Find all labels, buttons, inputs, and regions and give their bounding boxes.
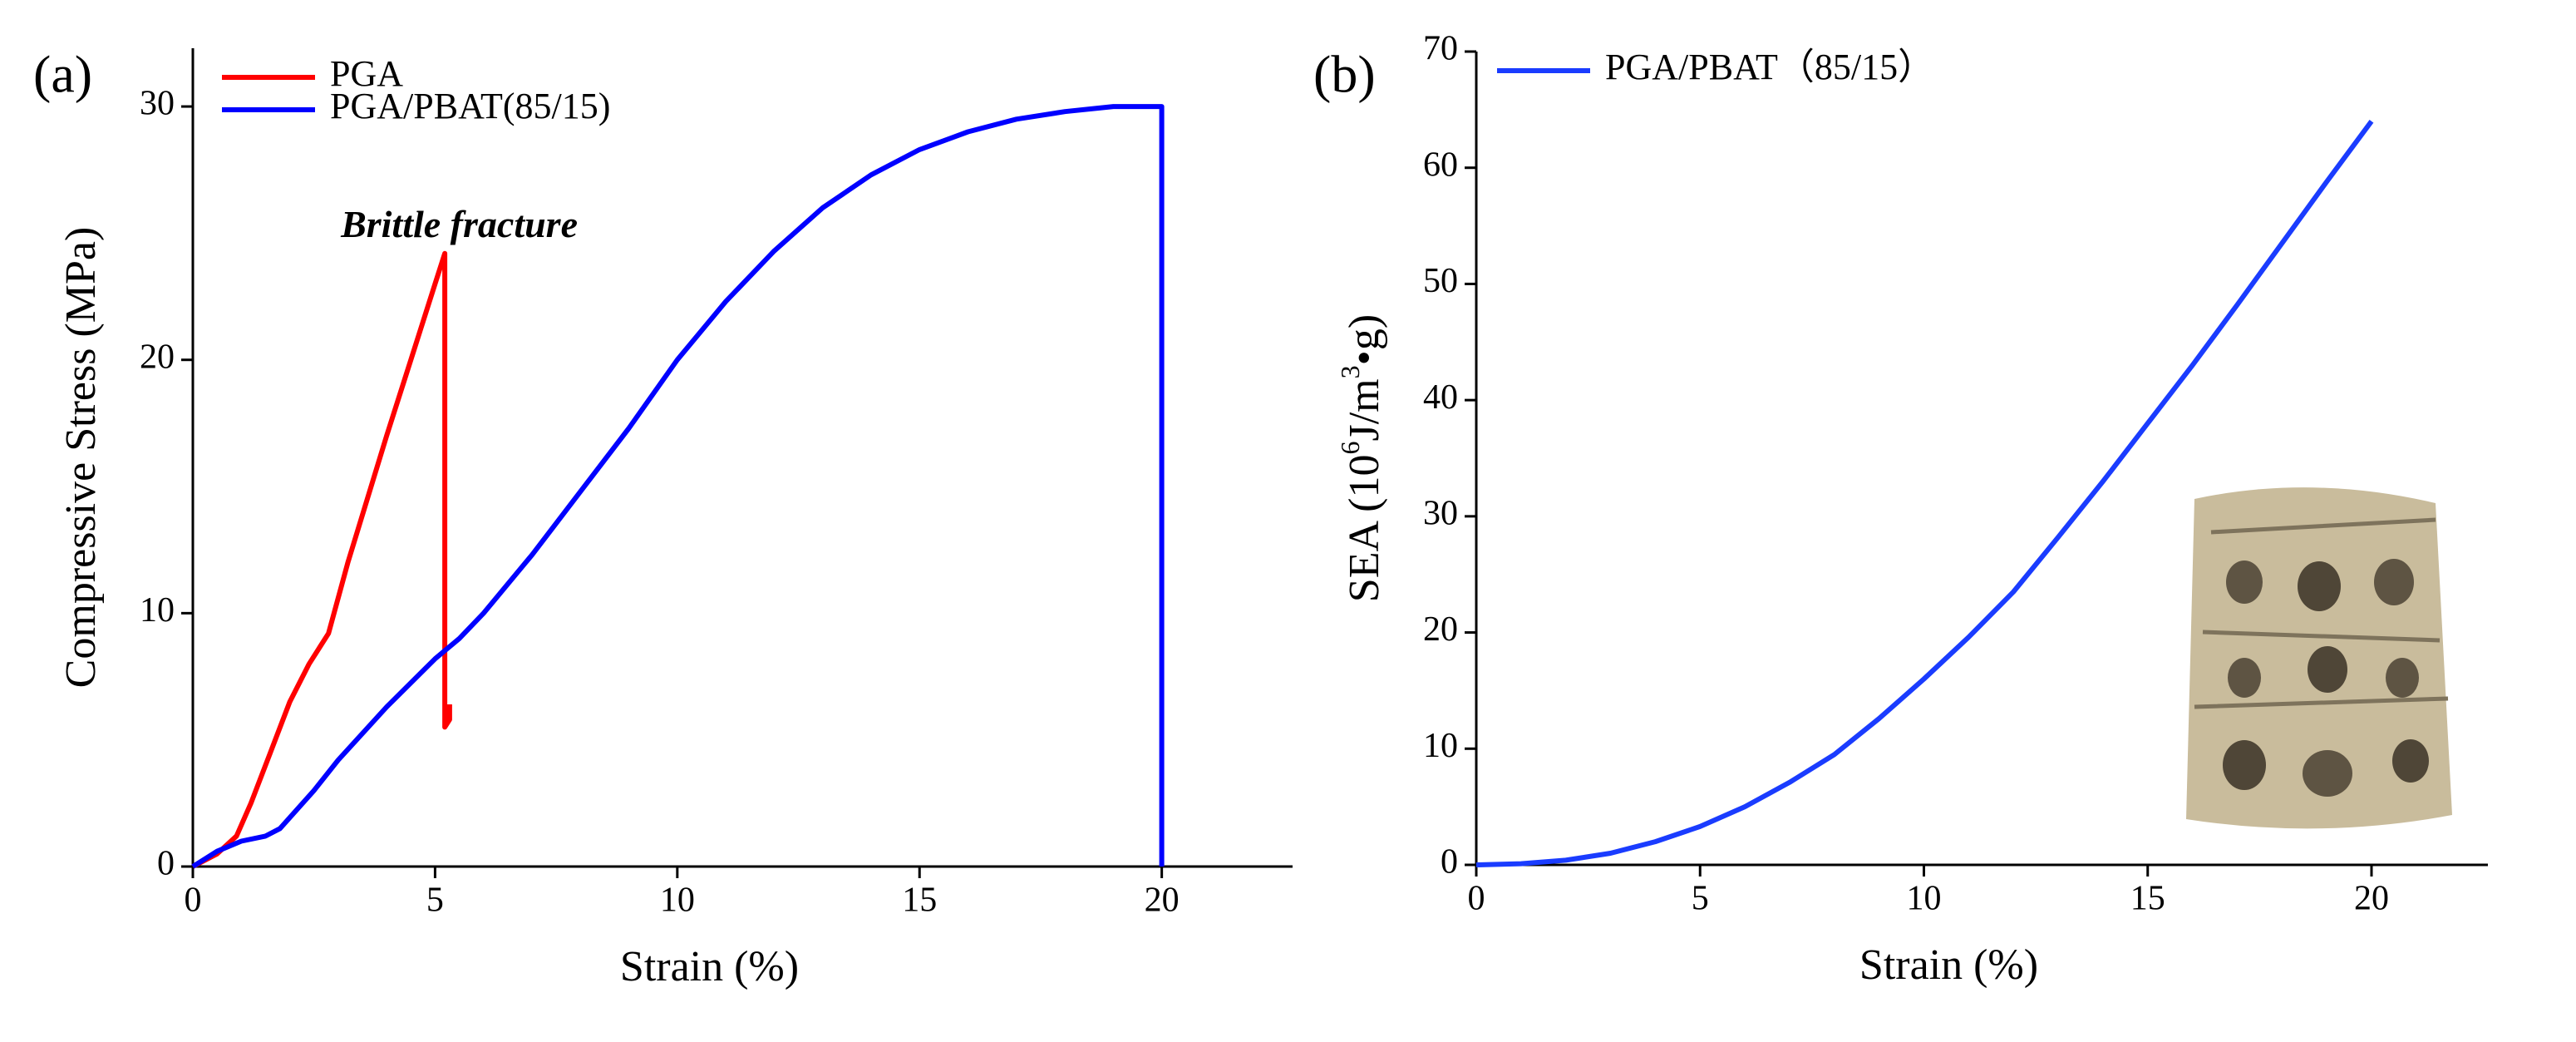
y-tick-label: 30 [1423,494,1458,532]
y-tick-label: 10 [1423,727,1458,765]
x-tick-label: 10 [660,882,695,920]
legend-label: PGA [330,53,403,94]
y-axis-label-sup: 3 [1335,365,1365,378]
y-axis-label-sup: 6 [1335,441,1365,454]
series-line [191,104,1165,869]
y-axis-label: SEA (106J/m3•g) [1335,314,1388,602]
x-tick-label: 20 [1145,882,1180,920]
series-line [1475,120,2374,867]
panel-label: (a) [33,45,92,104]
inset-photo [2122,456,2519,849]
x-tick-label: 0 [1468,880,1485,918]
x-tick-label: 10 [1906,880,1941,918]
y-tick-label: 10 [140,591,175,630]
x-tick-label: 20 [2354,880,2389,918]
legend-label: PGA/PBAT（85/15） [1605,47,1934,87]
x-axis-label: Strain (%) [620,943,799,990]
y-axis-label-part: J/m [1341,378,1388,441]
x-axis-label: Strain (%) [1859,941,2038,989]
annotation: Brittle fracture [340,203,578,245]
y-tick-label: 70 [1423,30,1458,68]
y-axis-label: Compressive Stress (MPa) [57,227,105,689]
x-tick-label: 5 [1692,880,1709,918]
x-tick-label: 15 [2130,880,2165,918]
y-tick-label: 0 [157,845,175,883]
y-tick-label: 20 [140,338,175,376]
y-tick-label: 50 [1423,262,1458,300]
y-tick-label: 40 [1423,378,1458,417]
y-tick-label: 0 [1441,843,1458,882]
x-tick-label: 15 [902,882,937,920]
series-line [191,250,452,869]
panel-label: (b) [1313,45,1376,104]
legend-label: PGA/PBAT(85/15) [330,86,610,126]
y-axis-label-part: SEA (10 [1341,454,1388,602]
y-tick-label: 60 [1423,146,1458,184]
y-tick-label: 20 [1423,610,1458,649]
y-tick-label: 30 [140,85,175,123]
y-axis-label-part: •g) [1341,314,1388,366]
x-tick-label: 5 [426,882,444,920]
x-tick-label: 0 [185,882,202,920]
